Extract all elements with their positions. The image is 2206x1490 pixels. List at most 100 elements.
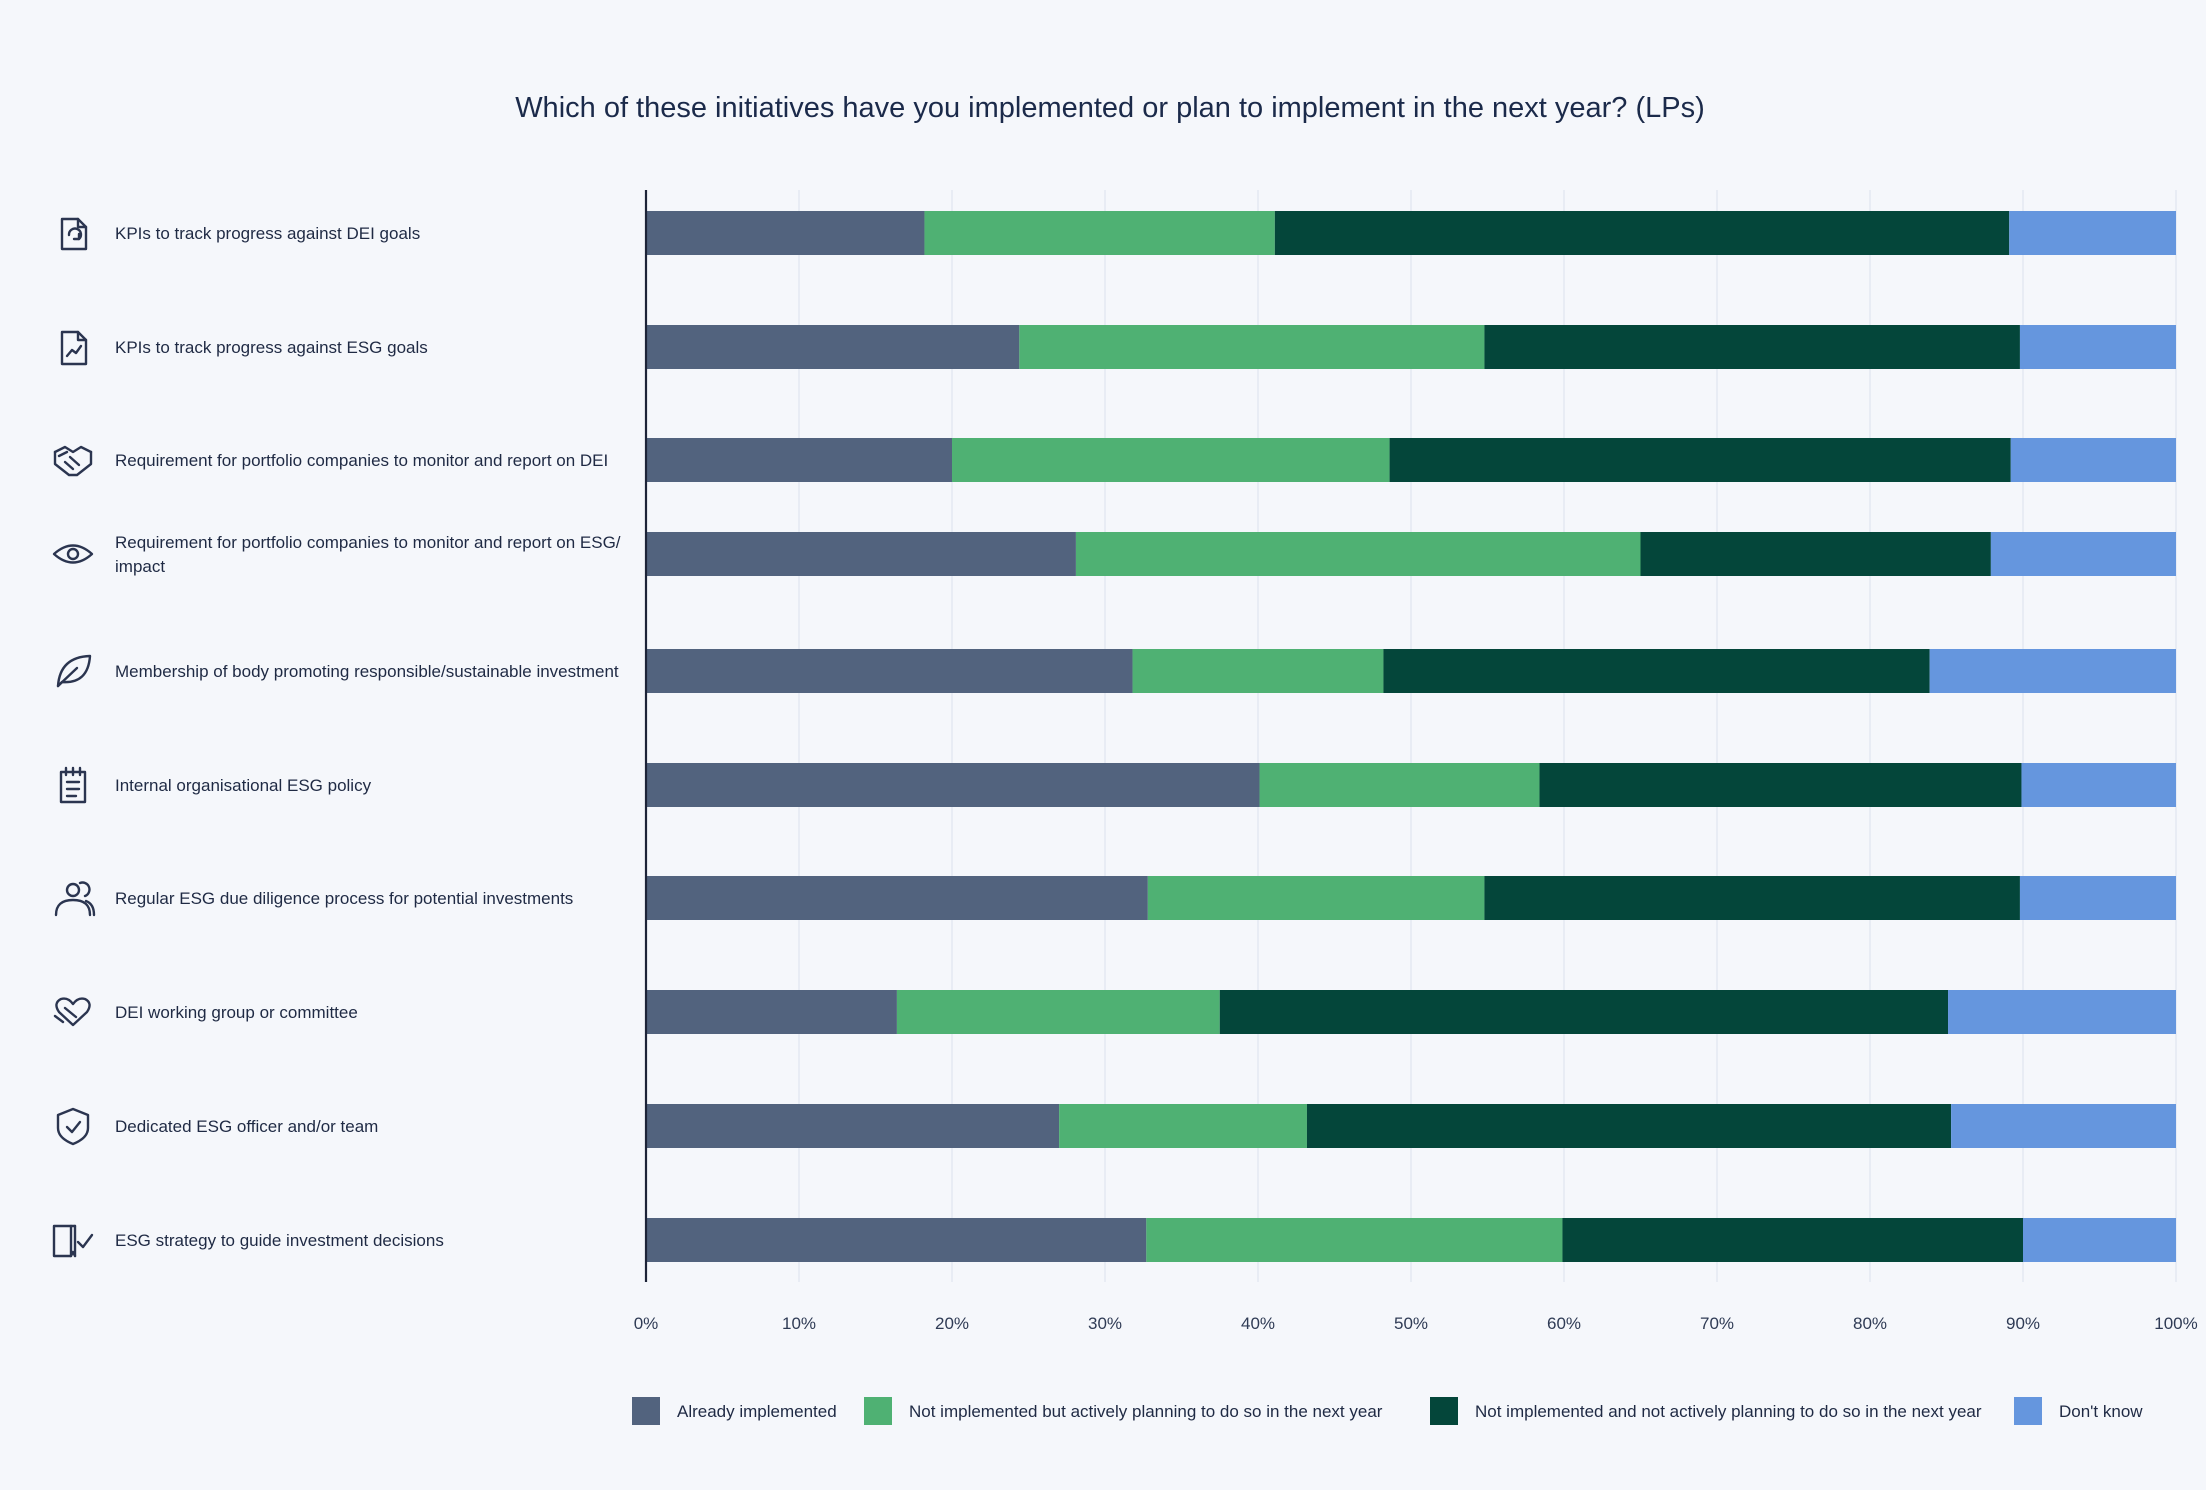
bar-segment — [646, 1104, 1060, 1148]
icon-stroke — [53, 450, 93, 477]
icon-stroke — [76, 330, 88, 342]
category-label: KPIs to track progress against ESG goals — [115, 338, 428, 357]
bar-segment — [1640, 532, 1991, 576]
category-label: KPIs to track progress against DEI goals — [115, 224, 420, 243]
icon-stroke — [53, 445, 93, 454]
heart-hands-icon — [53, 997, 91, 1027]
bar-segment — [2019, 876, 2176, 920]
bar-segment — [2010, 438, 2176, 482]
category-label: DEI working group or committee — [115, 1003, 358, 1022]
legend-swatch — [864, 1397, 892, 1425]
bar-segment — [2021, 763, 2176, 807]
icon-stroke — [56, 1107, 90, 1146]
legend-label: Already implemented — [677, 1402, 837, 1421]
icon-stroke — [55, 997, 91, 1027]
bar-segment — [1146, 1218, 1563, 1262]
bar-segment — [1951, 1104, 2176, 1148]
bar-segment — [1075, 532, 1641, 576]
notepad-icon — [59, 766, 87, 804]
legend-label: Not implemented but actively planning to… — [909, 1402, 1383, 1421]
bar-segment — [646, 1218, 1147, 1262]
bar-segment — [1259, 763, 1540, 807]
icon-stroke — [59, 770, 87, 804]
icon-stroke — [63, 1006, 78, 1019]
icon-stroke — [76, 217, 88, 229]
icon-stroke — [54, 898, 92, 917]
book-check-icon — [52, 1224, 94, 1258]
icon-stroke — [63, 460, 75, 471]
bar-segment — [952, 438, 1390, 482]
category-label: Requirement for portfolio companies to m… — [115, 533, 621, 552]
legend-label: Not implemented and not actively plannin… — [1475, 1402, 1982, 1421]
category-label: impact — [115, 557, 165, 576]
icon-stroke — [66, 547, 80, 561]
bar-segment — [1059, 1104, 1307, 1148]
x-tick-label: 20% — [935, 1314, 969, 1333]
icon-stroke — [57, 450, 69, 458]
bar-segment — [1948, 990, 2176, 1034]
bar-segment — [1929, 649, 2176, 693]
x-tick-label: 90% — [2006, 1314, 2040, 1333]
icon-stroke — [76, 1233, 94, 1249]
document-cycle-icon — [60, 217, 88, 251]
x-tick-label: 70% — [1700, 1314, 1734, 1333]
leaf-icon — [56, 654, 92, 688]
bar-segment — [2023, 1218, 2176, 1262]
legend-swatch — [632, 1397, 660, 1425]
x-tick-label: 60% — [1547, 1314, 1581, 1333]
chart-title: Which of these initiatives have you impl… — [515, 92, 1705, 124]
x-tick-label: 50% — [1394, 1314, 1428, 1333]
bar-segment — [646, 211, 925, 255]
bar-segment — [1306, 1104, 1952, 1148]
icon-stroke — [52, 1224, 73, 1258]
x-tick-label: 10% — [782, 1314, 816, 1333]
category-label: ESG strategy to guide investment decisio… — [115, 1231, 444, 1250]
icon-stroke — [65, 344, 83, 358]
icon-stroke — [52, 544, 94, 564]
legend-label: Don't know — [2059, 1402, 2143, 1421]
bar-segment — [646, 325, 1020, 369]
icon-stroke — [84, 899, 96, 917]
x-tick-label: 0% — [634, 1314, 659, 1333]
x-tick-label: 80% — [1853, 1314, 1887, 1333]
icon-stroke — [65, 1120, 82, 1134]
icon-stroke — [72, 232, 81, 241]
bar-segment — [1383, 649, 1930, 693]
bar-segment — [1132, 649, 1384, 693]
handshake-icon — [53, 445, 93, 477]
x-tick-label: 40% — [1241, 1314, 1275, 1333]
x-tick-label: 100% — [2154, 1314, 2197, 1333]
bar-segment — [896, 990, 1220, 1034]
icon-stroke — [67, 227, 83, 241]
bar-segment — [1484, 876, 2020, 920]
icon-stroke — [60, 217, 88, 251]
bar-segment — [2019, 325, 2176, 369]
category-label: Membership of body promoting responsible… — [115, 662, 619, 681]
icon-stroke — [56, 666, 79, 688]
category-label: Internal organisational ESG policy — [115, 776, 372, 795]
bar-segment — [2009, 211, 2176, 255]
bar-segment — [646, 532, 1076, 576]
bar-segment — [1990, 532, 2176, 576]
shield-check-icon — [56, 1107, 90, 1146]
bar-segment — [1147, 876, 1485, 920]
legend-swatch — [1430, 1397, 1458, 1425]
icon-stroke — [78, 881, 91, 898]
bar-segment — [646, 763, 1260, 807]
bar-segment — [1562, 1218, 2023, 1262]
people-icon — [54, 881, 96, 917]
legend-swatch — [2014, 1397, 2042, 1425]
icon-stroke — [60, 330, 88, 366]
icon-stroke — [53, 1014, 65, 1024]
icon-stroke — [65, 882, 81, 898]
icon-stroke — [68, 455, 81, 467]
category-label: Requirement for portfolio companies to m… — [115, 451, 608, 470]
document-chart-icon — [60, 330, 88, 366]
bar-segment — [646, 876, 1148, 920]
x-tick-label: 30% — [1088, 1314, 1122, 1333]
category-label: Dedicated ESG officer and/or team — [115, 1117, 378, 1136]
bar-segment — [1274, 211, 2010, 255]
bar-segment — [1539, 763, 2022, 807]
bar-segment — [1019, 325, 1485, 369]
